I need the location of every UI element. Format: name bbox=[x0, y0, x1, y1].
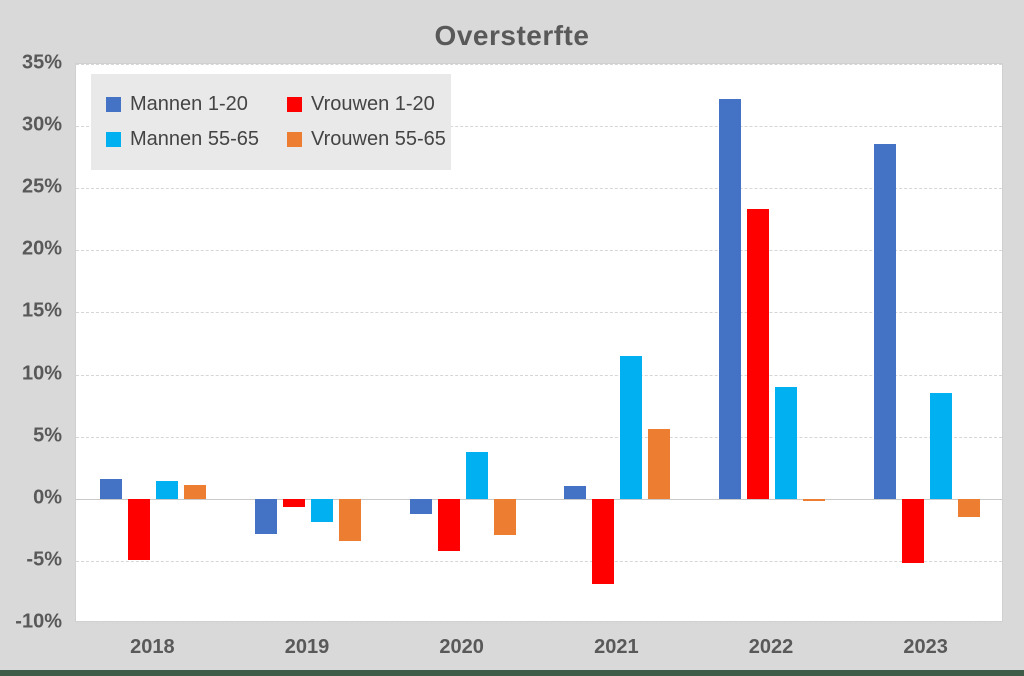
gridline bbox=[76, 374, 1002, 376]
bar bbox=[901, 498, 924, 564]
legend-item: Vrouwen 55-65 bbox=[287, 122, 446, 157]
plot-area: Mannen 1-20 Vrouwen 1-20 Mannen 55-65 Vrouw… bbox=[75, 63, 1003, 624]
x-tick-label: 2020 bbox=[439, 636, 484, 658]
y-tick-label: 10% bbox=[21, 362, 62, 385]
bar bbox=[311, 498, 333, 523]
bar bbox=[437, 498, 460, 551]
legend-swatch-icon bbox=[106, 97, 121, 112]
bar bbox=[493, 498, 516, 535]
y-tick-label: 20% bbox=[21, 237, 62, 260]
gridline bbox=[76, 64, 1002, 65]
gridline bbox=[76, 126, 1002, 128]
y-tick-label: 25% bbox=[21, 175, 62, 198]
legend-item: Mannen 55-65 bbox=[106, 122, 259, 157]
bar bbox=[156, 481, 179, 499]
x-tick-label: 2019 bbox=[284, 636, 330, 658]
bar bbox=[929, 393, 952, 499]
bar bbox=[564, 486, 587, 499]
bar bbox=[957, 498, 980, 518]
bar bbox=[873, 143, 896, 499]
bar bbox=[255, 498, 277, 534]
legend-row: Mannen 55-65 Vrouwen 55-65 bbox=[91, 122, 451, 157]
bar bbox=[465, 451, 488, 499]
y-tick-label: 0% bbox=[33, 486, 62, 509]
gridline bbox=[76, 312, 1002, 314]
chart-title: Oversterfte bbox=[434, 20, 590, 51]
gridline bbox=[76, 560, 1002, 562]
x-tick-label: 2018 bbox=[130, 636, 175, 658]
legend-item: Mannen 1-20 bbox=[106, 87, 248, 122]
gridline bbox=[76, 498, 1002, 500]
legend-swatch-icon bbox=[106, 132, 121, 147]
bar bbox=[283, 498, 305, 508]
legend-label: Mannen 1-20 bbox=[130, 93, 248, 115]
bar bbox=[409, 498, 432, 514]
y-tick-label: -5% bbox=[26, 548, 62, 571]
x-tick-label: 2022 bbox=[748, 636, 794, 658]
gridline bbox=[76, 623, 1002, 624]
y-tick-label: 5% bbox=[33, 424, 62, 447]
legend-label: Mannen 55-65 bbox=[130, 128, 259, 150]
x-tick-label: 2021 bbox=[594, 636, 639, 658]
legend-item: Vrouwen 1-20 bbox=[287, 87, 435, 122]
bar bbox=[775, 386, 797, 499]
y-tick-label: 35% bbox=[21, 51, 62, 74]
gridline bbox=[76, 188, 1002, 190]
bar bbox=[100, 478, 123, 499]
legend-label: Vrouwen 1-20 bbox=[311, 93, 435, 115]
y-tick-label: 15% bbox=[21, 299, 62, 322]
x-tick-label: 2023 bbox=[903, 636, 948, 658]
gridline bbox=[76, 436, 1002, 438]
bar bbox=[339, 498, 361, 541]
bar bbox=[184, 485, 207, 499]
bottom-accent-bar bbox=[0, 670, 1024, 676]
bar bbox=[128, 498, 151, 560]
gridline bbox=[76, 250, 1002, 252]
legend-swatch-icon bbox=[287, 132, 302, 147]
bar bbox=[648, 429, 671, 499]
bar bbox=[592, 498, 615, 585]
y-tick-label: 30% bbox=[21, 113, 62, 136]
legend-row: Mannen 1-20 Vrouwen 1-20 bbox=[91, 87, 451, 122]
bar bbox=[719, 98, 741, 499]
bar bbox=[803, 498, 825, 501]
legend-label: Vrouwen 55-65 bbox=[311, 128, 446, 150]
legend-swatch-icon bbox=[287, 97, 302, 112]
y-tick-label: -10% bbox=[15, 610, 62, 633]
bar bbox=[747, 209, 769, 499]
bar bbox=[620, 355, 643, 499]
legend: Mannen 1-20 Vrouwen 1-20 Mannen 55-65 Vrouw… bbox=[91, 74, 451, 170]
